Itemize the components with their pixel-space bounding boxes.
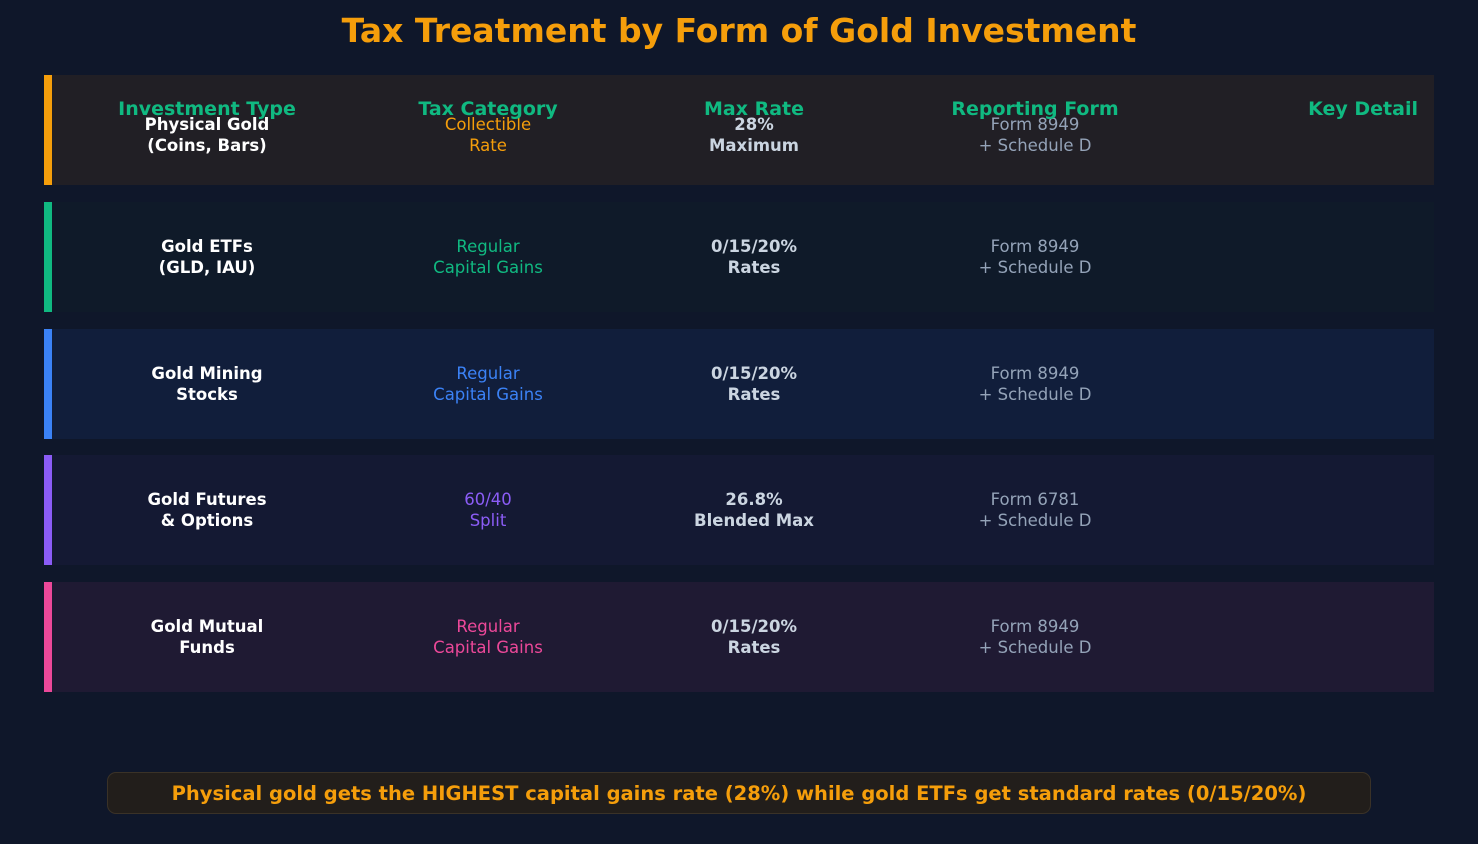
row-accent-bar bbox=[44, 455, 52, 565]
max-rate-cell: 0/15/20% Rates bbox=[628, 329, 880, 439]
investment-type-cell-line: (GLD, IAU) bbox=[158, 258, 256, 277]
reporting-form-cell-line: + Schedule D bbox=[978, 258, 1092, 277]
reporting-form-cell-line: + Schedule D bbox=[978, 511, 1092, 530]
tax-category-cell: 60/40 Split bbox=[348, 455, 628, 565]
key-detail-cell bbox=[1194, 329, 1414, 439]
tax-category-cell: Collectible Rate bbox=[348, 75, 628, 185]
row-accent-bar bbox=[44, 75, 52, 185]
key-detail-cell bbox=[1194, 455, 1414, 565]
max-rate-cell: 0/15/20% Rates bbox=[628, 202, 880, 312]
investment-type-cell-line: Gold ETFs bbox=[161, 237, 253, 256]
investment-type-cell-line: Gold Mutual bbox=[150, 617, 264, 636]
reporting-form-cell: Form 6781 + Schedule D bbox=[894, 455, 1176, 565]
chart-title: Tax Treatment by Form of Gold Investment bbox=[341, 11, 1137, 50]
key-detail-cell bbox=[1194, 582, 1414, 692]
column-header-tax-category: Tax Category bbox=[418, 98, 558, 120]
tax-category-cell-line: Regular bbox=[456, 617, 520, 636]
tax-category-cell: Regular Capital Gains bbox=[348, 329, 628, 439]
tax-category-cell-line: Regular bbox=[456, 237, 520, 256]
tax-category-cell-line: Collectible bbox=[444, 115, 532, 134]
max-rate-cell-line: Blended Max bbox=[694, 511, 814, 530]
tax-category-cell-line: Capital Gains bbox=[433, 638, 543, 657]
column-header-investment-type: Investment Type bbox=[118, 98, 296, 120]
max-rate-cell-line: 26.8% bbox=[725, 490, 783, 509]
max-rate-cell: 0/15/20% Rates bbox=[628, 582, 880, 692]
key-detail-cell bbox=[1194, 75, 1414, 185]
reporting-form-cell-line: + Schedule D bbox=[978, 385, 1092, 404]
tax-category-cell-line: Split bbox=[469, 511, 507, 530]
reporting-form-cell: Form 8949 + Schedule D bbox=[894, 75, 1176, 185]
max-rate-cell-line: Rates bbox=[727, 258, 781, 277]
investment-type-cell: Physical Gold (Coins, Bars) bbox=[68, 75, 346, 185]
max-rate-cell: 28% Maximum bbox=[628, 75, 880, 185]
investment-type-cell: Gold Mutual Funds bbox=[68, 582, 346, 692]
max-rate-cell-line: 0/15/20% bbox=[711, 364, 797, 383]
investment-type-cell-line: Funds bbox=[179, 638, 235, 657]
investment-type-cell: Gold Mining Stocks bbox=[68, 329, 346, 439]
investment-type-cell-line: Gold Mining bbox=[151, 364, 263, 383]
investment-type-cell: Gold ETFs (GLD, IAU) bbox=[68, 202, 346, 312]
max-rate-cell-line: 28% bbox=[734, 115, 774, 134]
reporting-form-cell-line: + Schedule D bbox=[978, 638, 1092, 657]
key-detail-cell bbox=[1194, 202, 1414, 312]
reporting-form-cell-line: Form 8949 bbox=[990, 617, 1080, 636]
investment-type-cell-line: (Coins, Bars) bbox=[147, 136, 267, 155]
tax-category-cell-line: Capital Gains bbox=[433, 258, 543, 277]
column-header-key-detail: Key Detail bbox=[1308, 98, 1418, 120]
row-accent-bar bbox=[44, 202, 52, 312]
table-row: Gold Mining Stocks Regular Capital Gains 0/1… bbox=[44, 329, 1434, 439]
table-header: Investment Type Tax Category Max Rate Re… bbox=[0, 96, 1478, 122]
max-rate-cell-line: Maximum bbox=[709, 136, 799, 155]
row-accent-bar bbox=[44, 329, 52, 439]
investment-type-cell-line: & Options bbox=[160, 511, 254, 530]
row-accent-bar bbox=[44, 582, 52, 692]
tax-category-cell-line: Rate bbox=[469, 136, 507, 155]
tax-category-cell: Regular Capital Gains bbox=[348, 202, 628, 312]
max-rate-cell-line: Rates bbox=[727, 385, 781, 404]
callout-banner: Physical gold gets the HIGHEST capital g… bbox=[107, 772, 1371, 814]
reporting-form-cell-line: + Schedule D bbox=[978, 136, 1092, 155]
investment-type-cell: Gold Futures & Options bbox=[68, 455, 346, 565]
investment-type-cell-line: Physical Gold bbox=[144, 115, 270, 134]
tax-category-cell-line: 60/40 bbox=[464, 490, 512, 509]
table-row: Gold Futures & Options 60/40 Split 26.8% Blen… bbox=[44, 455, 1434, 565]
table-row: Gold Mutual Funds Regular Capital Gains 0/15… bbox=[44, 582, 1434, 692]
table-row: Physical Gold (Coins, Bars) Collectible Rat… bbox=[44, 75, 1434, 185]
reporting-form-cell: Form 8949 + Schedule D bbox=[894, 329, 1176, 439]
reporting-form-cell: Form 8949 + Schedule D bbox=[894, 582, 1176, 692]
max-rate-cell-line: 0/15/20% bbox=[711, 237, 797, 256]
tax-category-cell-line: Regular bbox=[456, 364, 520, 383]
table-row: Gold ETFs (GLD, IAU) Regular Capital Gains 0… bbox=[44, 202, 1434, 312]
reporting-form-cell: Form 8949 + Schedule D bbox=[894, 202, 1176, 312]
reporting-form-cell-line: Form 6781 bbox=[990, 490, 1080, 509]
column-header-reporting-form: Reporting Form bbox=[951, 98, 1119, 120]
reporting-form-cell-line: Form 8949 bbox=[990, 115, 1080, 134]
tax-category-cell: Regular Capital Gains bbox=[348, 582, 628, 692]
reporting-form-cell-line: Form 8949 bbox=[990, 364, 1080, 383]
investment-type-cell-line: Gold Futures bbox=[147, 490, 267, 509]
tax-category-cell-line: Capital Gains bbox=[433, 385, 543, 404]
reporting-form-cell-line: Form 8949 bbox=[990, 237, 1080, 256]
column-header-max-rate: Max Rate bbox=[703, 98, 805, 120]
max-rate-cell: 26.8% Blended Max bbox=[628, 455, 880, 565]
investment-type-cell-line: Stocks bbox=[176, 385, 238, 404]
max-rate-cell-line: 0/15/20% bbox=[711, 617, 797, 636]
max-rate-cell-line: Rates bbox=[727, 638, 781, 657]
